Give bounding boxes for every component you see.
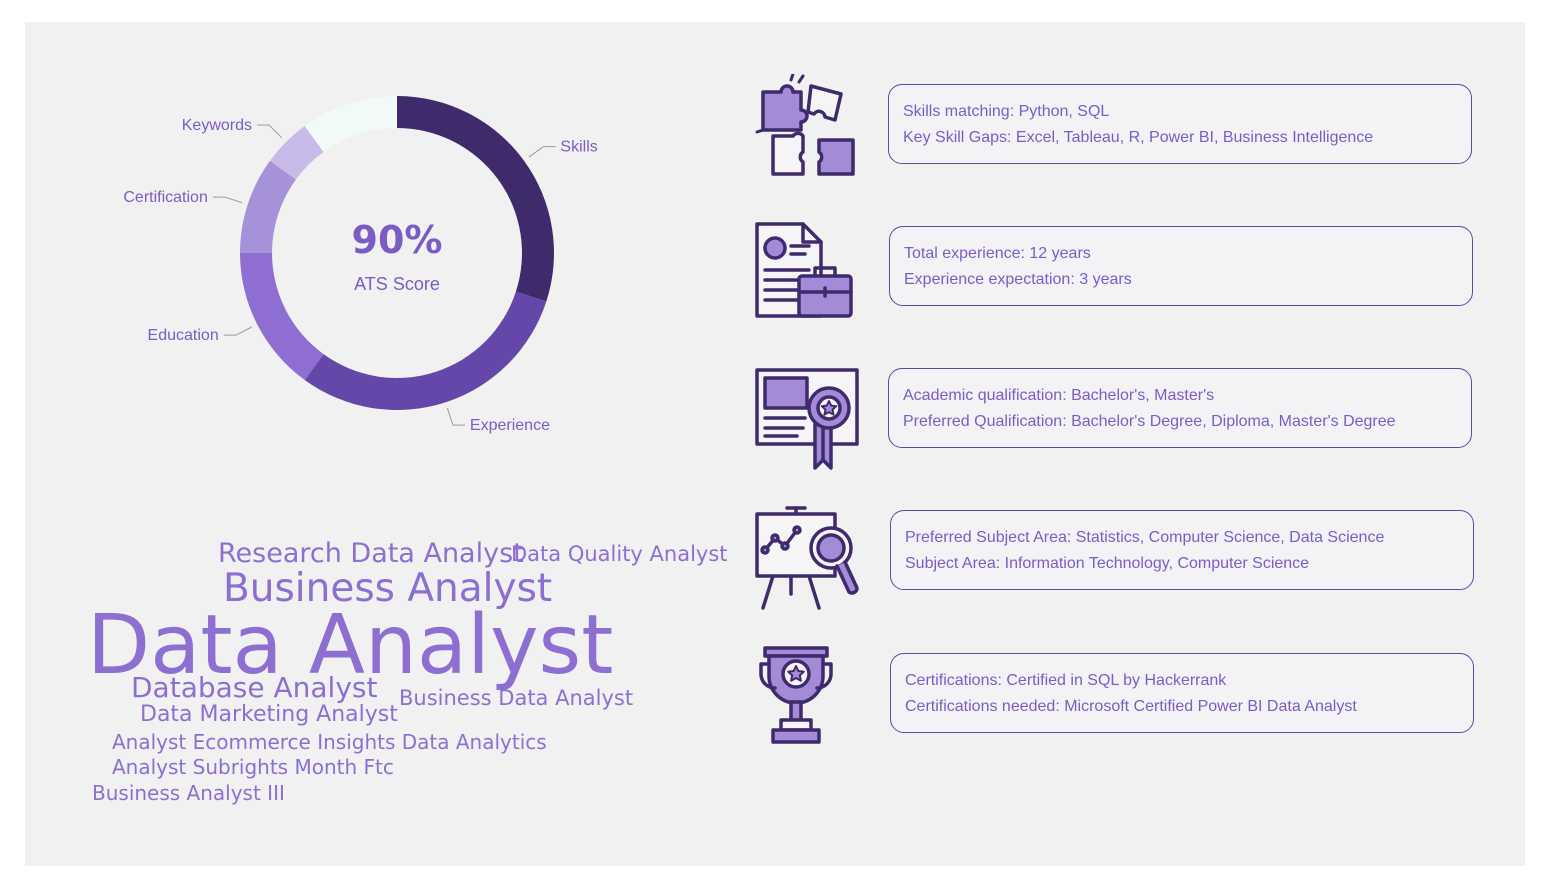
cloud-word: Research Data Analyst xyxy=(218,538,524,569)
certifications-needed-text: Certifications needed: Microsoft Certifi… xyxy=(905,698,1357,715)
diploma-icon xyxy=(753,364,863,474)
donut-label-experience: Experience xyxy=(470,417,550,434)
donut-slice-experience xyxy=(304,291,547,410)
job-title-word-cloud: Research Data Analyst Data Quality Analy… xyxy=(25,522,745,842)
donut-svg: Skills Experience Education Certification Ke… xyxy=(123,96,598,434)
cloud-word: Analyst Subrights Month Ftc xyxy=(112,755,394,779)
subject-area-text: Subject Area: Information Technology, Co… xyxy=(905,555,1310,572)
cloud-word: Business Analyst xyxy=(223,566,553,611)
academic-qualification-text: Academic qualification: Bachelor's, Mast… xyxy=(903,387,1215,404)
certifications-card: Certifications: Certified in SQL by Hack… xyxy=(890,653,1474,733)
donut-label-skills: Skills xyxy=(560,139,597,156)
leader-line xyxy=(446,407,465,426)
experience-card: Total experience: 12 years Experience ex… xyxy=(889,226,1473,306)
analytics-board-icon xyxy=(753,504,863,614)
leader-line xyxy=(257,124,283,139)
dashboard-canvas: Skills Experience Education Certification Ke… xyxy=(25,22,1525,866)
cloud-word: Data Analyst xyxy=(87,598,614,693)
skills-matching-text: Skills matching: Python, SQL xyxy=(903,103,1110,120)
cloud-word: Data Quality Analyst xyxy=(511,542,728,566)
cloud-word: Data Marketing Analyst xyxy=(140,702,398,727)
preferred-subject-area-text: Preferred Subject Area: Statistics, Comp… xyxy=(905,529,1385,546)
ats-score-label: ATS Score xyxy=(354,274,440,294)
donut-label-education: Education xyxy=(148,327,219,344)
certifications-text: Certifications: Certified in SQL by Hack… xyxy=(905,672,1227,689)
leader-line xyxy=(212,196,243,204)
ats-donut-chart: Skills Experience Education Certification Ke… xyxy=(25,22,745,502)
trophy-icon xyxy=(753,642,863,752)
cloud-word: Business Data Analyst xyxy=(399,686,634,710)
leader-line xyxy=(223,326,252,336)
donut-label-certification: Certification xyxy=(123,189,207,206)
education-card: Academic qualification: Bachelor's, Mast… xyxy=(888,368,1472,448)
experience-expectation-text: Experience expectation: 3 years xyxy=(904,271,1132,288)
donut-label-keywords: Keywords xyxy=(182,117,252,134)
donut-slice-certification xyxy=(240,160,296,253)
donut-slice-education xyxy=(240,253,324,381)
skills-card: Skills matching: Python, SQL Key Skill G… xyxy=(888,84,1472,164)
cloud-word: Analyst Ecommerce Insights Data Analytic… xyxy=(112,730,547,754)
resume-briefcase-icon xyxy=(753,218,863,328)
cloud-word: Business Analyst III xyxy=(92,781,285,805)
leader-line xyxy=(528,146,556,158)
total-experience-text: Total experience: 12 years xyxy=(904,245,1091,262)
donut-slice-keywords xyxy=(269,125,324,180)
ats-score-value: 90% xyxy=(351,218,443,262)
cloud-word: Database Analyst xyxy=(131,671,378,704)
donut-slice-skills xyxy=(397,96,554,302)
puzzle-icon xyxy=(753,72,863,184)
preferred-qualification-text: Preferred Qualification: Bachelor's Degr… xyxy=(903,413,1396,430)
skill-gaps-text: Key Skill Gaps: Excel, Tableau, R, Power… xyxy=(903,129,1374,146)
donut-slice-remainder xyxy=(304,96,397,152)
subject-area-card: Preferred Subject Area: Statistics, Comp… xyxy=(890,510,1474,590)
